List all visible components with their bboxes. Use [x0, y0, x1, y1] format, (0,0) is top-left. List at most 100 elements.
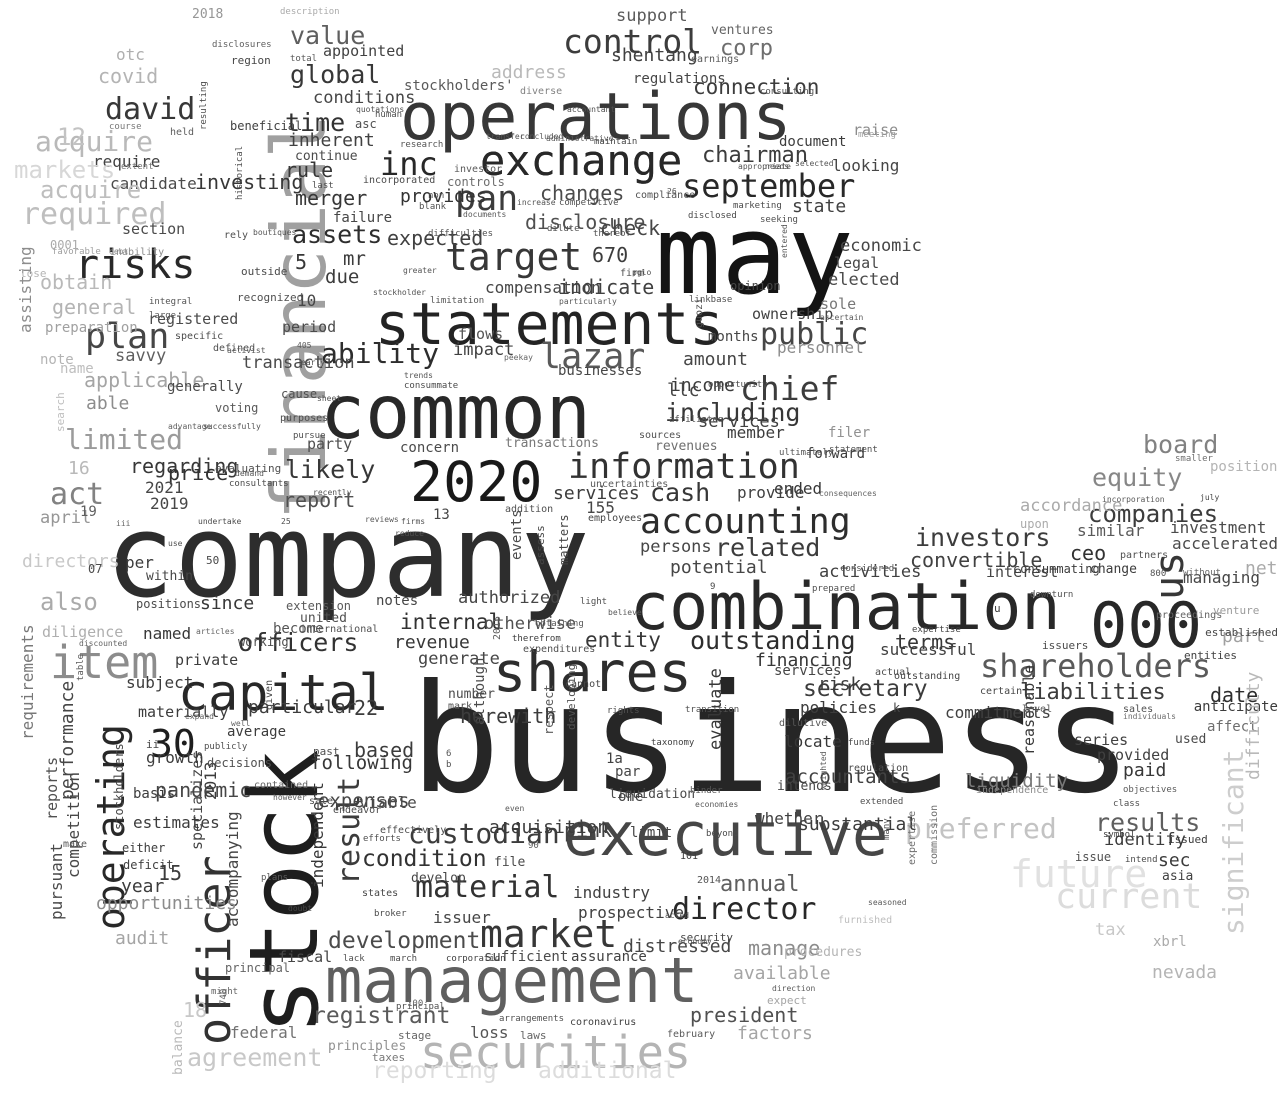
word-iii: iii [116, 519, 131, 528]
word-preparation: preparation [45, 320, 138, 336]
word-past: past [313, 745, 340, 758]
word-date: date [1210, 683, 1259, 707]
word-failure: failure [333, 210, 393, 226]
word-investor: investor [454, 164, 503, 175]
word-intends: intends [777, 779, 832, 794]
word-looking: looking [832, 156, 900, 175]
word-earnings: earnings [691, 54, 740, 65]
word-reports: reports [43, 756, 61, 820]
word-ii: ii [146, 738, 160, 751]
word-accordance: accordance [1020, 496, 1123, 516]
word-officers: officers [238, 628, 359, 657]
word-last: last [312, 181, 334, 191]
word-101: 101 [680, 851, 699, 862]
word-available: available [733, 963, 831, 984]
word-disclosures: disclosures [212, 40, 272, 50]
word-anticipate: anticipate [1193, 699, 1278, 715]
word-requirements: requirements [18, 624, 37, 740]
word-general: general [52, 295, 137, 319]
word-cause: cause [281, 387, 318, 401]
word-combination: combination [630, 570, 1061, 645]
word-partners: partners [1120, 550, 1169, 561]
word-difficulty: difficulty [1243, 671, 1264, 780]
word-arrangements: arrangements [499, 1014, 565, 1024]
word-pursue: pursue [293, 431, 326, 441]
word-voting: voting [215, 401, 259, 415]
word-document: document [779, 134, 847, 150]
word-continue: continue [295, 149, 358, 164]
word-incorporation: incorporation [1102, 495, 1165, 504]
word-consummate: consummate [404, 381, 459, 391]
word-acquire: acquire [35, 125, 154, 158]
word-1a: 1a [606, 751, 623, 767]
word-stockholders: stockholders' [404, 78, 514, 94]
word-common: common [320, 368, 591, 456]
word-subject: subject [126, 673, 194, 692]
word-compliance: compliance [635, 190, 696, 201]
word-impact: impact [453, 340, 515, 360]
word-current: current [1055, 877, 1203, 917]
word-commission: commission [929, 804, 940, 865]
word-30: 30 [150, 722, 196, 766]
word-personnel: personnel [777, 338, 864, 357]
word-asc: asc [355, 117, 377, 131]
word-coronavirus: coronavirus [570, 1017, 637, 1028]
word-support: support [616, 6, 688, 26]
word-authorized: authorized [458, 588, 561, 608]
word-likely: likely [285, 455, 376, 484]
word-board: board [1143, 430, 1219, 459]
word-raise: raise [853, 121, 899, 139]
word-chief: chief [740, 369, 840, 408]
word-company: company [105, 490, 590, 624]
word-results: results [1095, 808, 1201, 837]
word-average: average [227, 724, 287, 740]
word-proceedings: proceedings [1156, 610, 1223, 621]
word-opinion: opinion [730, 279, 781, 293]
word-estimates: estimates [133, 813, 220, 832]
word-table: table [76, 653, 86, 681]
word-26: 26 [667, 187, 677, 196]
word-advantage: advantage [168, 422, 212, 431]
word-defined: defined [213, 343, 256, 354]
word-concern: concern [400, 440, 460, 456]
word-shareholders: shareholders [980, 647, 1212, 685]
word-firms: firms [401, 517, 426, 526]
word-therefrom: therefrom [512, 634, 561, 644]
word-legal: legal [834, 254, 880, 272]
word-entered: entered [780, 224, 789, 258]
word-pink: pink [564, 818, 613, 842]
word-materially: materially [138, 703, 229, 721]
word-investment: investment [1170, 518, 1267, 537]
word-cash: cash [650, 478, 711, 507]
word-public: public [760, 317, 869, 352]
word-terms: terms [895, 630, 956, 654]
word-plans: plans [261, 873, 289, 883]
word-taxes: taxes [372, 1051, 406, 1064]
word-services: services [698, 412, 780, 432]
word-federal: federal [230, 1023, 298, 1042]
word-use: use [168, 539, 183, 548]
word-member: member [727, 423, 785, 442]
word-region: region [231, 54, 271, 67]
word-events: events [509, 509, 525, 560]
word-regulation: regulation [848, 763, 909, 774]
word-nevada: nevada [1152, 962, 1218, 983]
word-accelerated: accelerated [1172, 534, 1278, 553]
word-david: david [105, 92, 196, 127]
word-future: future [1010, 852, 1148, 896]
word-viable: viable [359, 793, 417, 812]
word-april: april [40, 508, 92, 528]
word-one: one [618, 789, 644, 805]
word-seeking: seeking [760, 215, 798, 225]
word-transactions: transactions [505, 436, 599, 451]
word-cannot: cannot [565, 679, 602, 690]
word-note: note [40, 352, 74, 368]
word-10: 10 [297, 291, 317, 310]
word-addition: addition [505, 504, 554, 515]
word-conditions: conditions [313, 88, 416, 108]
word-may: may [655, 191, 854, 319]
word-description: description [280, 7, 340, 17]
word-search: search [54, 392, 67, 432]
word-consulting: consulting [760, 87, 815, 97]
word-class: class [1113, 799, 1141, 809]
